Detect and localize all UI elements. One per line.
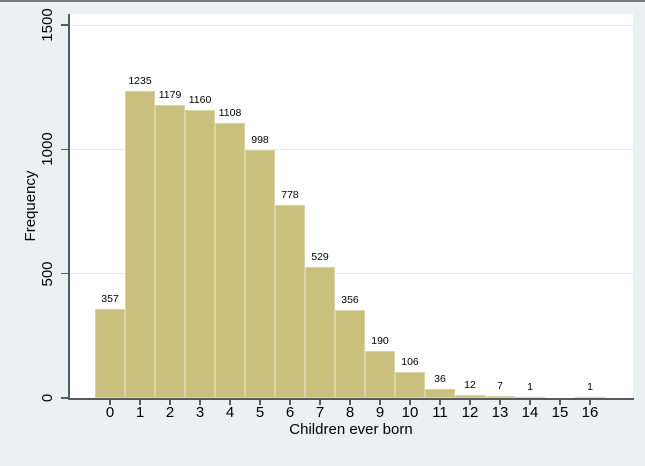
histogram-bar [395,372,425,398]
y-axis-line [68,14,70,400]
histogram-bar [215,123,245,398]
y-tick-label: 1500 [39,8,56,42]
x-tick-label: 16 [581,404,599,421]
x-tick-label: 6 [285,404,295,421]
y-gridline [70,273,633,275]
bar-value-label: 778 [281,189,299,201]
y-tick-label: 500 [39,261,56,287]
bar-value-label: 356 [341,294,359,306]
x-tick-label: 15 [551,404,569,421]
x-axis-line [68,398,634,400]
histogram-bar [125,91,155,398]
x-axis-tick [379,400,381,405]
y-axis-tick [61,148,68,151]
histogram-bar [95,309,125,398]
bar-value-label: 1179 [158,89,182,101]
histogram-bar [275,205,305,398]
bar-value-label: 190 [371,335,389,347]
x-axis-tick [319,400,321,405]
bar-value-label: 1 [587,381,593,393]
bar-value-label: 106 [401,356,419,368]
y-axis-tick [61,397,68,399]
histogram-bar [485,396,515,398]
window-top-border [0,0,645,2]
bar-value-label: 7 [497,380,503,392]
x-tick-label: 13 [491,404,509,421]
x-axis-tick [289,400,291,405]
x-tick-label: 4 [225,404,235,421]
histogram-bar [185,110,215,398]
x-tick-label: 2 [165,404,175,421]
y-axis-title: Frequency [22,170,39,242]
x-tick-label: 3 [195,404,205,421]
x-axis-tick [439,400,441,405]
x-tick-label: 9 [375,404,385,421]
x-axis-tick [229,400,231,405]
y-tick-label: 1000 [39,132,56,167]
bar-value-label: 1160 [188,94,212,106]
y-gridline [70,148,633,150]
histogram-bar [245,150,275,398]
x-axis-tick [199,400,201,405]
bar-value-label: 1235 [128,75,152,87]
bar-value-label: 36 [434,373,446,385]
histogram-bar [365,351,395,398]
x-tick-label: 0 [105,404,115,421]
x-tick-label: 7 [315,404,325,421]
bar-value-label: 529 [311,251,329,263]
bar-value-label: 998 [251,134,269,146]
x-axis-tick [349,400,351,405]
x-tick-label: 8 [345,404,355,421]
x-axis-title: Children ever born [289,421,413,438]
x-axis-tick [259,400,261,405]
histogram-bar [425,389,455,398]
x-axis-tick [589,400,591,405]
y-axis-tick [61,24,68,26]
y-tick-label: 0 [39,393,56,403]
histogram-bar [335,310,365,398]
x-axis-tick [499,400,501,405]
x-axis-tick [409,400,411,405]
bar-value-label: 1108 [218,107,242,119]
x-axis-tick [529,400,531,405]
bar-value-label: 12 [464,379,476,391]
x-axis-tick [139,400,141,405]
y-gridline [70,24,633,26]
histogram-bar [305,267,335,398]
bar-value-label: 357 [101,293,119,305]
x-tick-label: 12 [461,404,479,421]
x-axis-tick [109,400,111,405]
x-axis-tick [169,400,171,405]
histogram-bar [455,395,485,398]
x-tick-label: 11 [432,404,448,421]
x-tick-label: 14 [521,404,539,421]
histogram-bar [155,105,185,398]
x-axis-tick [559,400,561,405]
y-axis-tick [61,272,68,275]
x-tick-label: 1 [135,404,145,421]
x-tick-label: 5 [255,404,265,421]
bar-value-label: 1 [527,381,533,393]
x-tick-label: 10 [401,404,419,421]
x-axis-tick [469,400,471,405]
